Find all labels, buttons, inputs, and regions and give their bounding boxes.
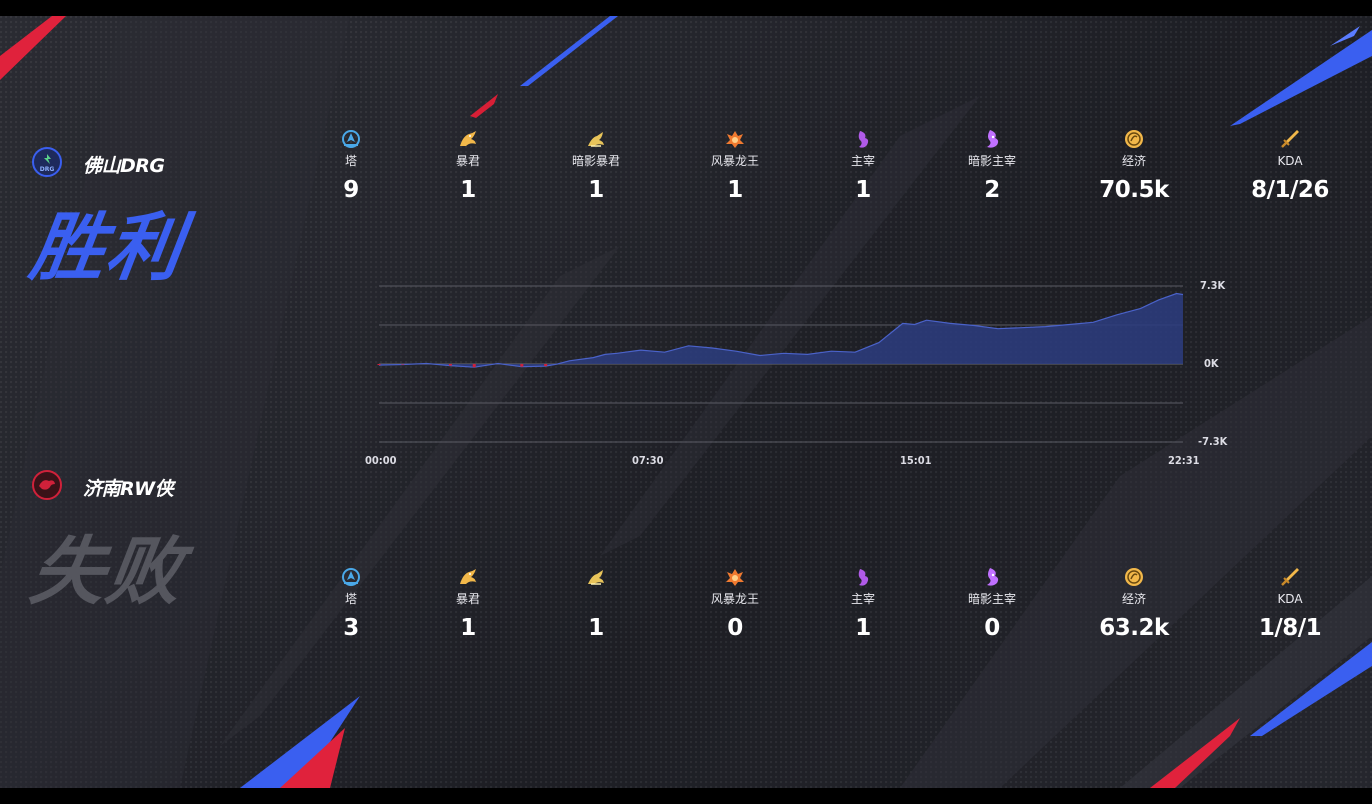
stat-label: 主宰 (850, 154, 875, 168)
stat-sword: KDA 8/1/26 (1235, 128, 1345, 202)
x-tick-label: 15:01 (900, 454, 932, 467)
storm-dragon-icon (726, 569, 744, 586)
stat-value: 1 (460, 177, 476, 203)
stat-value: 3 (343, 615, 359, 641)
x-tick-label: 22:31 (1168, 454, 1200, 467)
stat-label: 暗影主宰 (967, 154, 1016, 168)
y-tick-label: 7.3K (1200, 279, 1226, 292)
tower-icon (342, 568, 360, 586)
stat-value: 1 (460, 615, 476, 641)
overlord-icon (858, 131, 869, 148)
gold-coin-icon (1125, 568, 1143, 586)
stat-shadow-overlord: 暗影主宰 0 (937, 566, 1047, 640)
stat-value: 1 (727, 177, 743, 203)
background-decoration (0, 16, 1372, 788)
sword-icon (1281, 130, 1299, 148)
overlord-icon (858, 569, 869, 586)
sword-icon (1281, 568, 1299, 586)
stat-label: 暗影暴君 (571, 154, 620, 168)
stat-sword: KDA 1/8/1 (1235, 566, 1345, 640)
bird-logo-icon (39, 480, 55, 490)
dragon-logo-icon: DRG (40, 154, 55, 173)
team-name-winner: 佛山DRG (83, 155, 165, 177)
team-logo-winner: DRG (32, 147, 62, 177)
stat-label: 风暴龙王 (710, 592, 759, 606)
stat-shadow-overlord: 暗影主宰 2 (937, 128, 1047, 202)
stat-value: 9 (343, 177, 359, 203)
shadow-overlord-icon (987, 568, 999, 586)
stat-overlord: 主宰 1 (808, 566, 918, 640)
stat-storm-dragon: 风暴龙王 0 (680, 566, 790, 640)
stat-label: KDA (1277, 154, 1303, 168)
y-tick-label: 0K (1204, 357, 1219, 370)
stat-label: 经济 (1121, 154, 1146, 168)
x-tick-label: 00:00 (365, 454, 397, 467)
shadow-tyrant-icon (588, 132, 604, 147)
storm-dragon-icon (726, 131, 744, 148)
stat-value: 1 (855, 177, 871, 203)
stat-tyrant: 暴君 1 (413, 128, 523, 202)
winner-stats-row: 塔 9 暴君 1 暗影暴君 1 风暴龙王 1 主宰 1 暗影主宰 2 经济 70.5k KDA 8/1/26 (0, 128, 1372, 218)
stat-label: 主宰 (850, 592, 875, 606)
stat-label (541, 592, 651, 607)
stat-label: 暴君 (455, 592, 480, 606)
stat-value: 0 (984, 615, 1000, 641)
tower-icon (342, 130, 360, 148)
team-logo-text: DRG (40, 166, 55, 173)
stat-label: 暴君 (455, 154, 480, 168)
match-result-screen: DRG 佛山DRG 胜利 济南RW侠 失败 塔 9 暴君 1 暗影暴君 1 风暴龙王 1 主宰 1… (0, 16, 1372, 788)
stat-value: 70.5k (1099, 177, 1169, 203)
gold-coin-icon (1125, 130, 1143, 148)
stat-label: 经济 (1121, 592, 1146, 606)
stat-gold-coin: 经济 63.2k (1079, 566, 1189, 640)
team-name-loser: 济南RW侠 (83, 478, 174, 500)
stat-gold-coin: 经济 70.5k (1079, 128, 1189, 202)
stat-value: 1/8/1 (1258, 615, 1322, 641)
tyrant-icon (460, 569, 476, 584)
stat-label: 暗影主宰 (967, 592, 1016, 606)
stat-value: 8/1/26 (1251, 177, 1329, 203)
stat-overlord: 主宰 1 (808, 128, 918, 202)
stat-value: 0 (727, 615, 743, 641)
team-logo-loser (32, 470, 62, 500)
stat-value: 2 (984, 177, 1000, 203)
y-tick-label: -7.3K (1198, 435, 1228, 448)
stat-label: KDA (1277, 592, 1303, 606)
stat-label: 塔 (344, 154, 357, 168)
stat-value: 1 (588, 177, 604, 203)
stat-storm-dragon: 风暴龙王 1 (680, 128, 790, 202)
x-tick-label: 07:30 (632, 454, 664, 467)
stat-value: 63.2k (1099, 615, 1169, 641)
shadow-tyrant-icon (588, 570, 604, 585)
stat-value: 1 (588, 615, 604, 641)
shadow-overlord-icon (987, 130, 999, 148)
loser-stats-row: 塔 3 暴君 1 1 风暴龙王 0 主宰 1 暗影主宰 0 经济 63.2k KDA 1/8/1 (0, 566, 1372, 656)
stat-value: 1 (855, 615, 871, 641)
stat-tyrant: 暴君 1 (413, 566, 523, 640)
stat-shadow-tyrant: 暗影暴君 1 (541, 128, 651, 202)
stat-label: 塔 (344, 592, 357, 606)
tyrant-icon (460, 131, 476, 146)
stat-shadow-tyrant: 1 (541, 566, 651, 640)
stat-label: 风暴龙王 (710, 154, 759, 168)
